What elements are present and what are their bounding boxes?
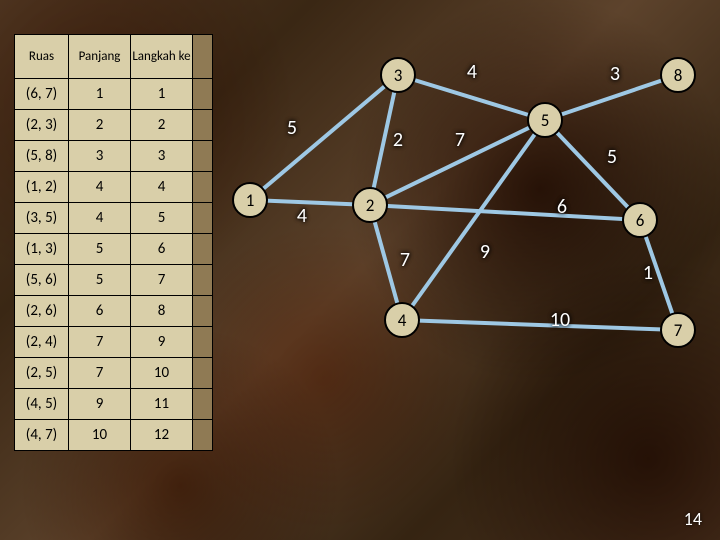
edge-weight-label: 9 [480,240,490,264]
edge-weight-label: 4 [467,60,477,84]
graph-node-label: 3 [394,65,403,86]
edge-weight-label: 2 [393,128,403,152]
edge-weight-label: 5 [287,116,297,140]
edge-weight-label: 1 [643,261,653,285]
graph-node-label: 5 [541,110,550,131]
edge-weight-label: 3 [610,62,620,86]
edge-weight-label: 5 [607,145,617,169]
graph-node-label: 7 [674,320,683,341]
edge-weight-label: 10 [550,308,570,332]
graph-node-label: 1 [246,190,255,211]
graph-edge [370,205,640,220]
graph-edge [402,320,678,330]
page-number: 14 [684,508,702,530]
edge-weight-label: 7 [455,128,465,152]
graph-node-label: 4 [398,310,407,331]
graph-edge [250,200,370,205]
graph-node-label: 2 [366,195,375,216]
edge-weight-label: 4 [297,204,307,228]
edge-weight-label: 6 [557,195,567,219]
edge-weight-label: 7 [400,248,410,272]
graph-node-label: 8 [674,65,683,86]
graph-edge [402,120,545,320]
graph-node-label: 6 [636,210,645,231]
